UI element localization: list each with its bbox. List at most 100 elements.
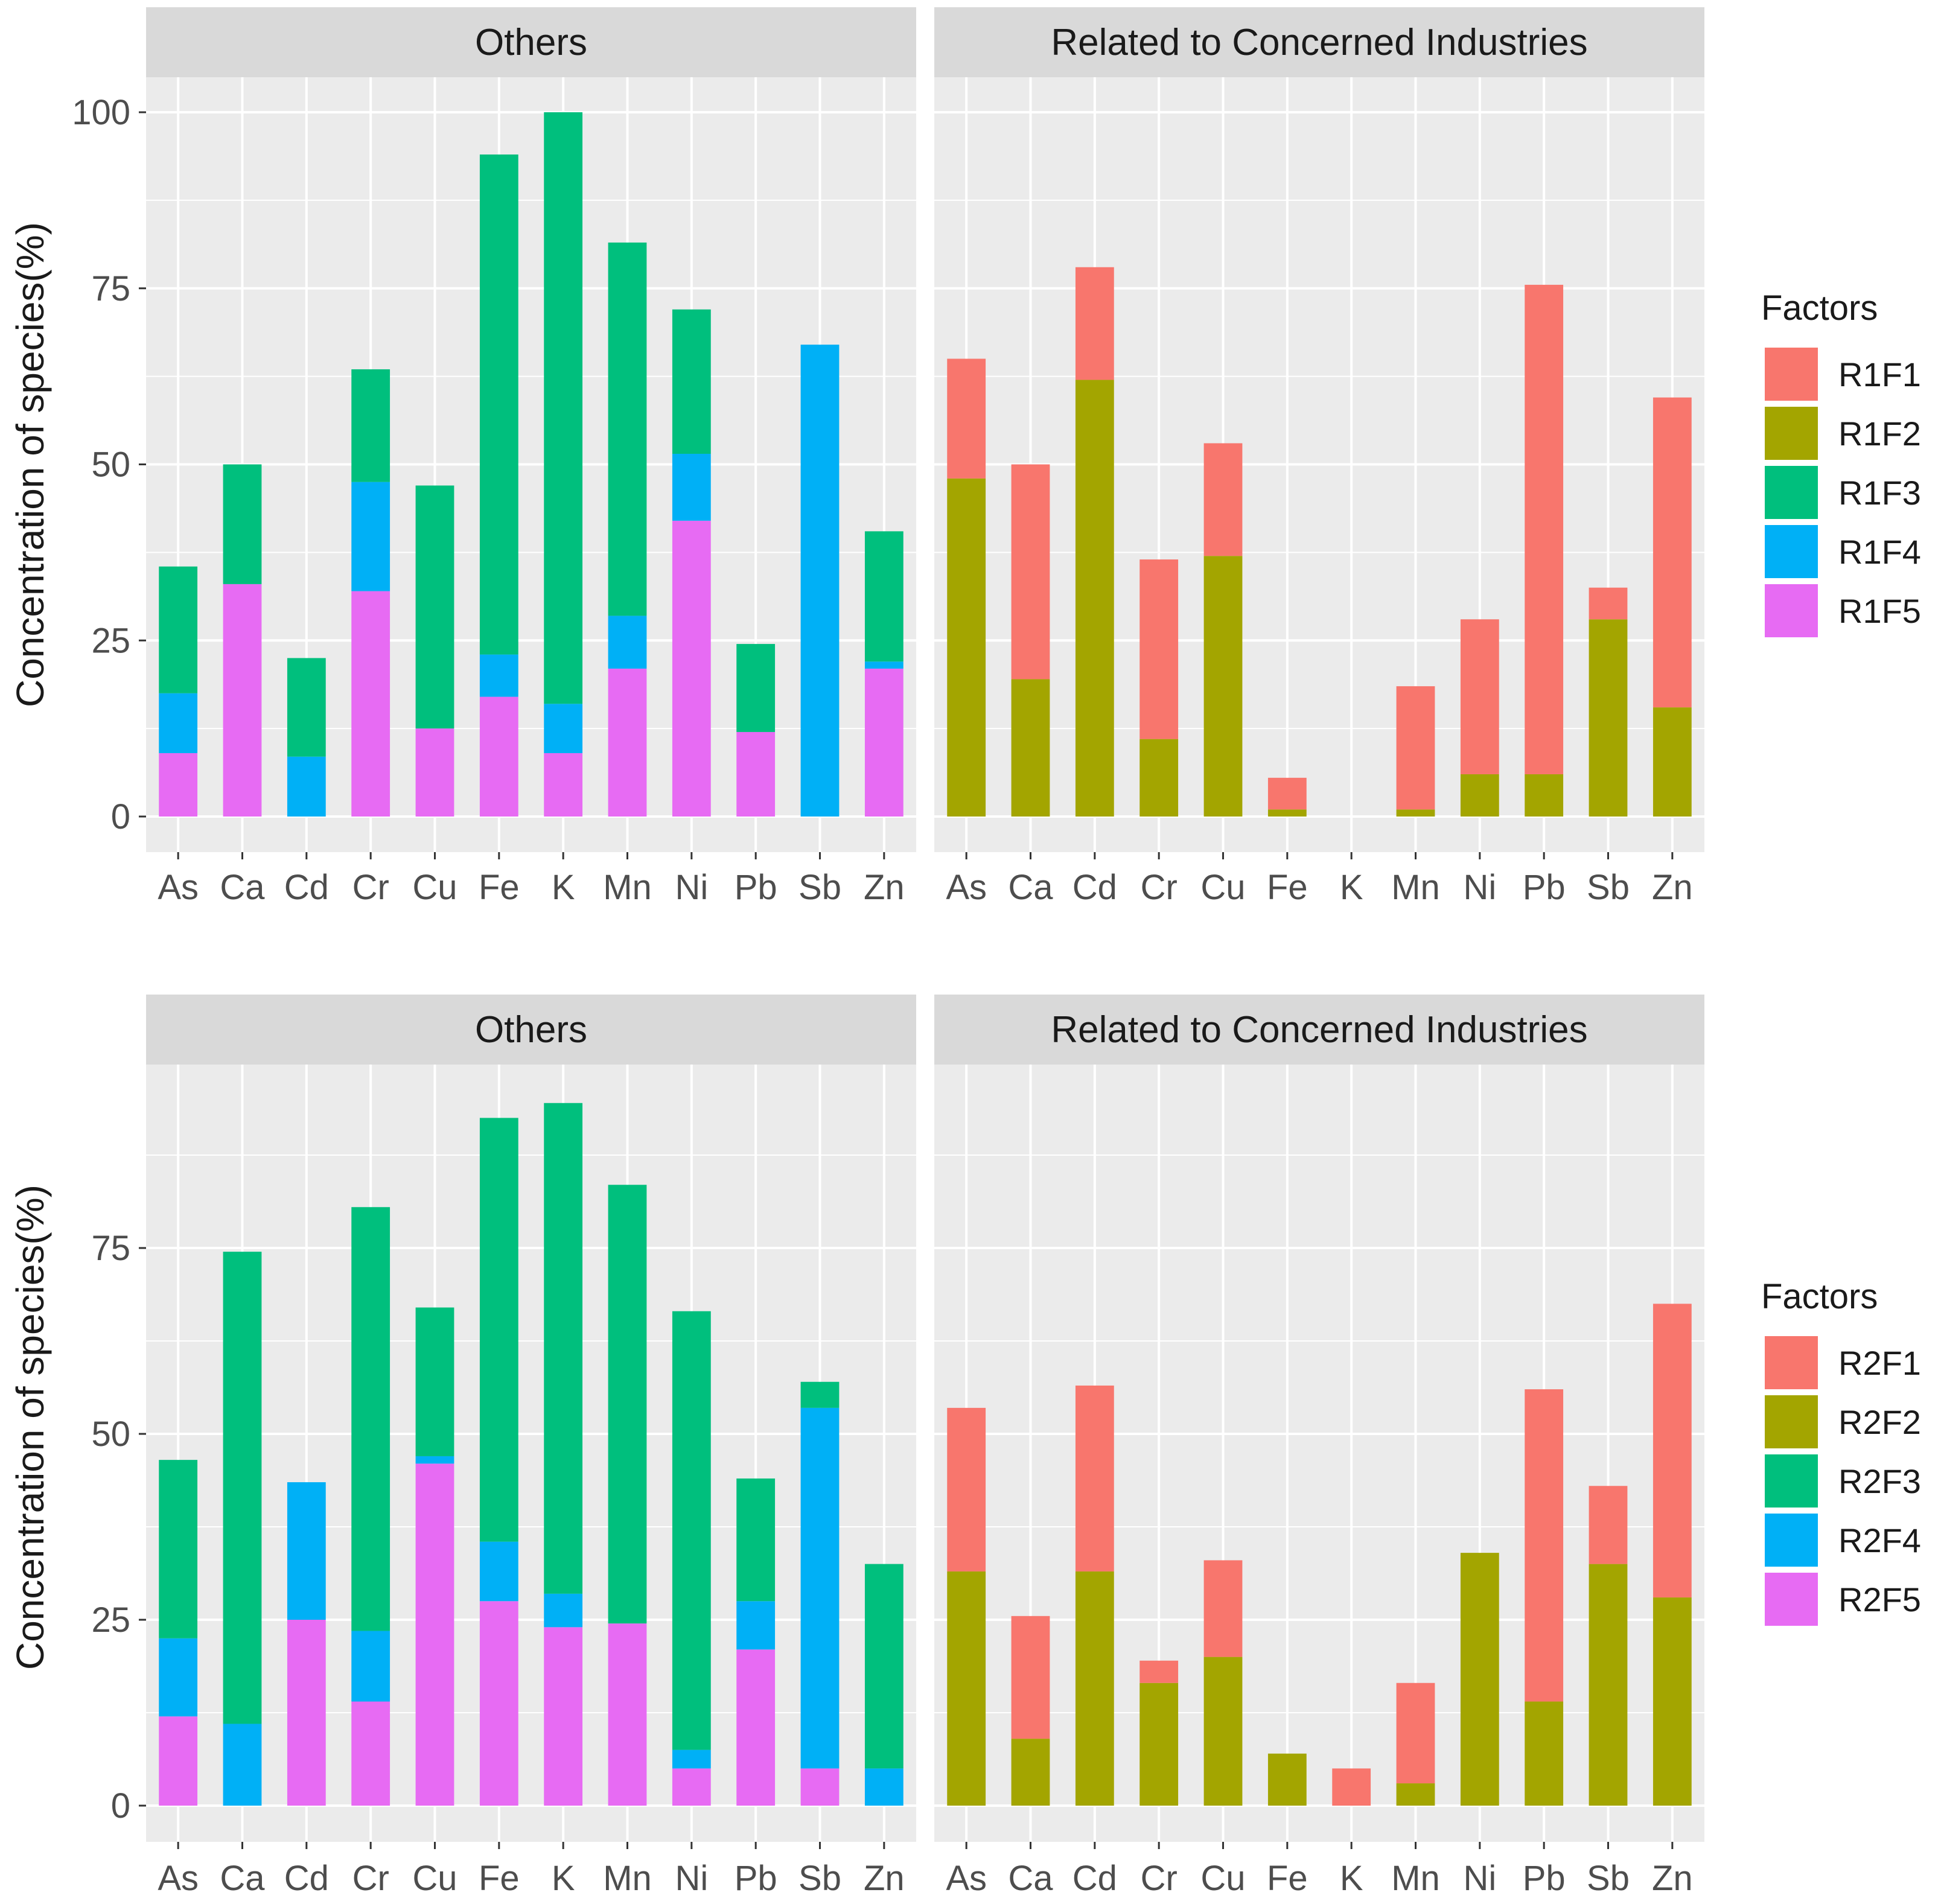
bar-segment-r1f1-fe	[1267, 777, 1307, 810]
bar-segment-r1f2-cr	[1139, 739, 1179, 817]
x-tick-label-ca: Ca	[1008, 868, 1053, 907]
legend-swatch-r2f2	[1762, 1393, 1820, 1451]
bar-segment-r1f4-sb	[800, 345, 840, 817]
bar-segment-r1f4-as	[159, 693, 198, 753]
facet-strip-label: Others	[475, 1009, 587, 1051]
legend-swatch-r2f3	[1762, 1452, 1820, 1510]
bar-segment-r1f5-ca	[223, 584, 262, 817]
x-tick-label-as: As	[158, 1859, 199, 1898]
bar-segment-r2f5-cu	[415, 1463, 454, 1806]
x-tick-label-cr: Cr	[352, 868, 389, 907]
bar-segment-r1f3-cr	[351, 369, 390, 482]
x-tick-label-ca: Ca	[220, 868, 265, 907]
facet-strip	[146, 995, 916, 1065]
bar-segment-r2f4-pb	[736, 1601, 776, 1650]
facet-strip	[934, 7, 1704, 77]
bar-segment-r2f4-cu	[415, 1456, 454, 1464]
bar-segment-r2f4-zn	[864, 1768, 904, 1806]
x-tick-label-sb: Sb	[798, 868, 841, 907]
bar-segment-r2f3-fe	[479, 1118, 518, 1542]
bar-segment-r1f1-sb	[1589, 587, 1628, 620]
legend-title: Factors	[1761, 288, 1878, 328]
bar-segment-r2f3-mn	[608, 1185, 647, 1624]
legend-2: Factors R2F1 R2F2 R2F3 R2F4 R2F5	[1761, 1277, 1921, 1628]
facet-2-related-industries: Related to Concerned Industries As Ca Cd Cr C…	[934, 995, 1704, 1898]
y-tick-label: 0	[111, 797, 130, 836]
x-tick-label-sb: Sb	[1587, 868, 1630, 907]
x-tick-label-cd: Cd	[1072, 868, 1117, 907]
legend-label-r2f2: R2F2	[1838, 1403, 1921, 1441]
facet-2-others: Others As Ca Cd Cr Cu Fe K Mn Ni Pb Sb Zn	[146, 995, 916, 1898]
x-tick-label-pb: Pb	[1523, 1859, 1566, 1898]
y-tick-label: 25	[91, 1600, 130, 1640]
bar-segment-r2f1-zn	[1653, 1304, 1692, 1598]
x-tick-label-cu: Cu	[412, 1859, 457, 1898]
bar-segment-r2f5-mn	[608, 1623, 647, 1806]
x-tick-label-as: As	[946, 1859, 987, 1898]
facet-strip-label: Related to Concerned Industries	[1051, 1009, 1587, 1051]
x-tick-label-mn: Mn	[603, 1859, 652, 1898]
bar-segment-r2f2-cr	[1139, 1683, 1179, 1806]
x-tick-label-cr: Cr	[1141, 868, 1178, 907]
y-tick-label: 0	[111, 1786, 130, 1826]
facet-1-others: Others As Ca Cd Cr Cu Fe K Mn Ni Pb Sb Zn	[146, 7, 916, 907]
x-tick-label-ca: Ca	[1008, 1859, 1053, 1898]
x-tick-label-fe: Fe	[1267, 1859, 1308, 1898]
y-tick-label: 75	[91, 1229, 130, 1268]
bar-segment-r1f1-mn	[1396, 686, 1435, 810]
x-tick-label-k: K	[552, 1859, 575, 1898]
x-tick-label-mn: Mn	[603, 868, 652, 907]
x-tick-label-cr: Cr	[1141, 1859, 1178, 1898]
bar-segment-r1f3-ca	[223, 464, 262, 584]
legend-label-r2f1: R2F1	[1838, 1344, 1921, 1382]
x-tick-label-zn: Zn	[864, 1859, 905, 1898]
bar-segment-r1f4-cr	[351, 482, 390, 591]
x-tick-label-cu: Cu	[1200, 868, 1245, 907]
bar-segment-r2f5-pb	[736, 1649, 776, 1806]
bar-segment-r2f3-ni	[672, 1311, 711, 1750]
bar-segment-r1f4-k	[544, 704, 583, 753]
bar-segment-r1f5-cu	[415, 728, 454, 817]
bar-segment-r2f2-fe	[1267, 1753, 1307, 1806]
bar-segment-r2f1-pb	[1525, 1389, 1564, 1702]
bar-segment-r1f2-ca	[1011, 679, 1050, 817]
x-tick-label-cr: Cr	[352, 1859, 389, 1898]
bar-segment-r2f3-pb	[736, 1478, 776, 1602]
bar-segment-r2f3-as	[159, 1460, 198, 1638]
bar-segment-r1f2-cu	[1203, 556, 1243, 817]
x-tick-label-ni: Ni	[675, 868, 708, 907]
y-axis-title: Concentration of species(%)	[8, 222, 52, 707]
bar-segment-r1f2-sb	[1589, 619, 1628, 817]
bar-segment-r2f4-cr	[351, 1631, 390, 1702]
legend-label-r2f5: R2F5	[1838, 1581, 1921, 1619]
y-axis-title: Concentration of species(%)	[8, 1185, 52, 1670]
x-tick-label-fe: Fe	[479, 1859, 520, 1898]
bar-segment-r2f1-mn	[1396, 1683, 1435, 1784]
bar-segment-r1f5-ni	[672, 520, 711, 817]
x-tick-label-cu: Cu	[412, 868, 457, 907]
bar-segment-r1f2-pb	[1525, 774, 1564, 817]
bar-segment-r2f3-sb	[800, 1381, 840, 1408]
bar-segment-r2f2-ni	[1460, 1553, 1499, 1806]
facet-strip	[146, 7, 916, 77]
bar-segment-r2f1-cu	[1203, 1560, 1243, 1657]
bar-segment-r1f1-as	[947, 358, 986, 479]
bar-segment-r1f2-as	[947, 478, 986, 817]
bar-segment-r2f1-cr	[1139, 1660, 1179, 1683]
x-tick-label-as: As	[946, 868, 987, 907]
bar-segment-r2f4-cd	[287, 1482, 326, 1620]
legend-label-r1f3: R1F3	[1838, 474, 1921, 512]
bar-segment-r2f2-sb	[1589, 1564, 1628, 1806]
bar-segment-r1f1-pb	[1525, 284, 1564, 774]
bar-segment-r1f3-as	[159, 566, 198, 693]
bar-segment-r1f4-fe	[479, 654, 518, 697]
x-tick-label-cd: Cd	[284, 1859, 329, 1898]
bar-segment-r2f3-k	[544, 1103, 583, 1594]
bar-segment-r1f1-zn	[1653, 397, 1692, 708]
x-tick-label-ni: Ni	[675, 1859, 708, 1898]
y-tick-label: 50	[91, 1415, 130, 1454]
x-tick-label-ni: Ni	[1463, 1859, 1496, 1898]
bar-segment-r2f5-sb	[800, 1768, 840, 1806]
bar-segment-r2f4-k	[544, 1593, 583, 1628]
